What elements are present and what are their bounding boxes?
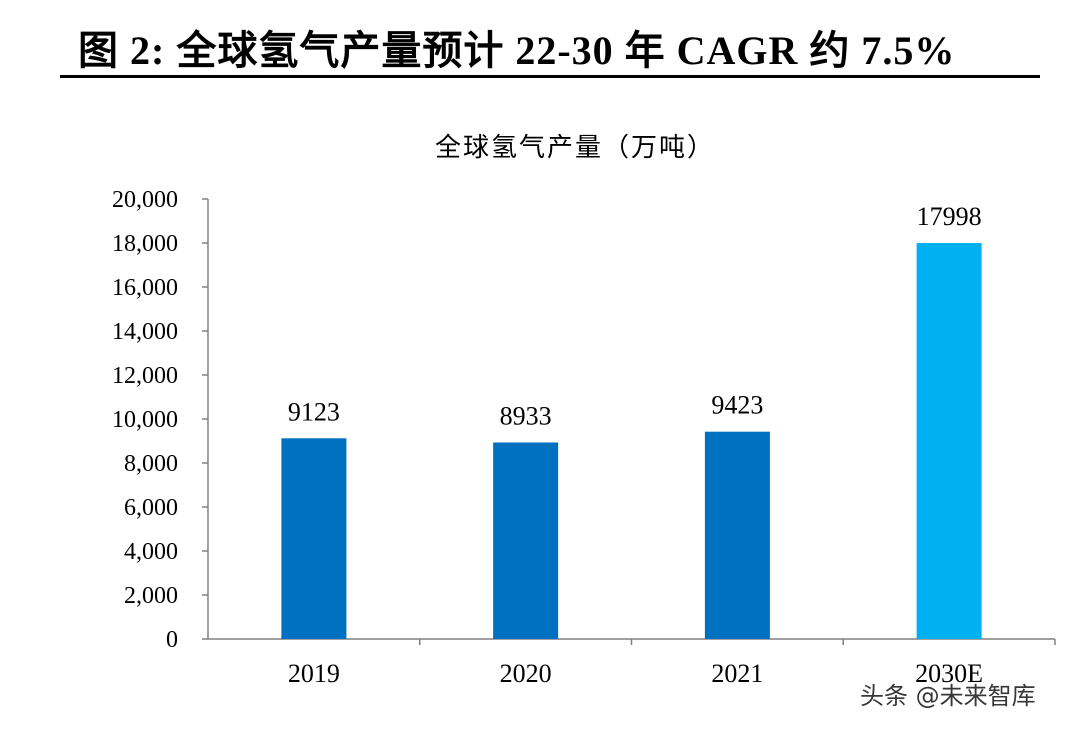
- y-tick-label: 8,000: [124, 451, 178, 477]
- data-label-2021: 9423: [711, 391, 763, 420]
- y-tick-label: 4,000: [124, 539, 178, 565]
- y-tick-label: 20,000: [112, 187, 178, 213]
- data-label-2030E: 17998: [917, 202, 982, 231]
- x-tick-label-2030E: 2030E: [915, 659, 983, 688]
- bar-2020: [493, 442, 559, 639]
- bar-2021: [704, 431, 770, 639]
- y-tick-label: 18,000: [112, 231, 178, 257]
- figure-title: 图 2: 全球氢气产量预计 22-30 年 CAGR 约 7.5%: [78, 28, 956, 73]
- y-tick-label: 2,000: [124, 583, 178, 609]
- y-tick-label: 0: [166, 627, 178, 653]
- y-tick-label: 14,000: [112, 319, 178, 345]
- y-tick-label: 16,000: [112, 275, 178, 301]
- data-label-2020: 8933: [500, 401, 552, 430]
- y-tick-label: 6,000: [124, 495, 178, 521]
- watermark: 头条 @未来智库: [860, 682, 1036, 710]
- bar-2030E: [916, 243, 982, 639]
- x-tick-label-2021: 2021: [711, 659, 763, 688]
- title-rule: [60, 75, 1040, 78]
- x-tick-label-2019: 2019: [288, 659, 340, 688]
- y-tick-label: 12,000: [112, 363, 178, 389]
- chart-title: 全球氢气产量（万吨）: [434, 133, 715, 162]
- x-tick-label-2020: 2020: [500, 659, 552, 688]
- y-tick-label: 10,000: [112, 407, 178, 433]
- data-label-2019: 9123: [288, 397, 340, 426]
- bar-2019: [281, 438, 347, 639]
